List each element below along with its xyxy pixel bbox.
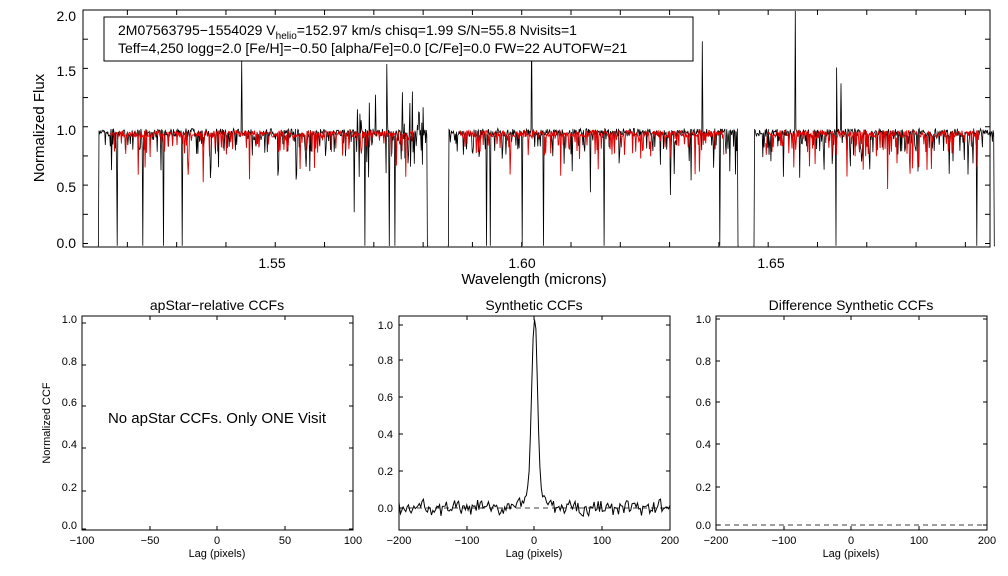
- p2-ytick-0: 0.0: [378, 503, 393, 515]
- p2-xtick-3: 100: [593, 535, 611, 547]
- p2-xtick-1: −100: [455, 535, 480, 547]
- spec-ytick-3: 1.5: [57, 63, 77, 79]
- p3-ytick-5: 1.0: [696, 314, 711, 326]
- difference-ccf-frame: [715, 315, 988, 531]
- info-box: 2M07563795−1554029 Vhelio=152.97 km/s ch…: [103, 16, 694, 62]
- p2-ytick-1: 0.2: [378, 466, 393, 478]
- model-spectrum-segment-1: [459, 128, 725, 176]
- p1-ytick-0: 0.0: [62, 520, 77, 532]
- p1-xtick-4: 100: [344, 535, 362, 547]
- spec-ytick-2: 1.0: [57, 122, 77, 138]
- spec-xtick-2: 1.65: [757, 255, 784, 271]
- info-line-1: 2M07563795−1554029 Vhelio=152.97 km/s ch…: [118, 22, 577, 42]
- p2-ytick-3: 0.6: [378, 392, 393, 404]
- spec-ylabel: Normalized Flux: [31, 73, 48, 182]
- p1-xtick-3: 50: [279, 535, 291, 547]
- p3-ytick-1: 0.2: [696, 482, 711, 494]
- p2-xtick-0: −200: [387, 535, 412, 547]
- p2-ytick-4: 0.8: [378, 355, 393, 367]
- spec-xtick-0: 1.55: [258, 255, 285, 271]
- difference-ccf-ticks: [715, 316, 988, 530]
- p2-xtick-2: 0: [531, 535, 537, 547]
- p1-ylabel: Normalized CCF: [41, 382, 53, 464]
- spec-ytick-1: 0.5: [57, 179, 77, 195]
- info-box-frame: [103, 16, 694, 62]
- p3-xtick-2: 0: [848, 535, 854, 547]
- p1-xtick-0: −100: [70, 535, 95, 547]
- spectrum-ticks: [83, 10, 990, 247]
- p1-ytick-2: 0.4: [62, 439, 77, 451]
- synthetic-ccf-frame: [398, 315, 671, 531]
- spec-xlabel: Wavelength (microns): [461, 271, 606, 288]
- synthetic-ccf-title: Synthetic CCFs: [485, 297, 582, 313]
- p1-ytick-4: 0.8: [62, 356, 77, 368]
- info-line-1-post: =152.97 km/s chisq=1.99 S/N=55.8 Nvisits…: [297, 22, 577, 38]
- p1-xlabel: Lag (pixels): [189, 548, 246, 560]
- p1-ytick-1: 0.2: [62, 482, 77, 494]
- apstar-ccf-ticks: [81, 316, 354, 530]
- p2-ytick-2: 0.4: [378, 429, 393, 441]
- no-ccf-note: No apStar CCFs. Only ONE Visit: [108, 410, 327, 427]
- info-line-1-pre: 2M07563795−1554029 V: [118, 22, 276, 38]
- spec-xtick-1: 1.60: [508, 255, 535, 271]
- p1-xtick-2: 0: [214, 535, 220, 547]
- synthetic-ccf-curve: [398, 319, 671, 518]
- apstar-ccf-panel: apStar−relative CCFs 0.0 0.2 0.4 0.6 0.8…: [41, 297, 362, 560]
- p2-xtick-4: 200: [661, 535, 679, 547]
- p3-xtick-4: 200: [978, 535, 996, 547]
- synthetic-ccf-line: [398, 319, 671, 518]
- p1-ytick-3: 0.6: [62, 397, 77, 409]
- info-line-2: Teff=4,250 logg=2.0 [Fe/H]=−0.50 [alpha/…: [118, 40, 627, 56]
- p3-xtick-3: 100: [910, 535, 928, 547]
- spectrum-lines: [97, 10, 995, 247]
- p3-ytick-4: 0.8: [696, 356, 711, 368]
- p3-xtick-1: −100: [772, 535, 797, 547]
- p3-ytick-3: 0.6: [696, 397, 711, 409]
- p3-ytick-0: 0.0: [696, 520, 711, 532]
- p2-xlabel: Lag (pixels): [506, 548, 563, 560]
- spectrum-panel: 0.0 0.5 1.0 1.5 2.0 1.55 1.60 1.65 Wavel…: [31, 8, 995, 288]
- p3-xtick-0: −200: [704, 535, 729, 547]
- difference-ccf-panel: Difference Synthetic CCFs 0.0 0.2 0.4 0.…: [696, 297, 996, 560]
- model-spectrum-segment-0: [109, 129, 414, 183]
- p1-ytick-5: 1.0: [62, 314, 77, 326]
- observed-spectrum-segment-0: [97, 60, 429, 247]
- info-line-1-sub: helio: [276, 31, 298, 42]
- synthetic-ccf-ticks: [398, 316, 671, 530]
- p3-xlabel: Lag (pixels): [823, 548, 880, 560]
- difference-ccf-title: Difference Synthetic CCFs: [769, 297, 934, 313]
- observed-spectrum-segment-1: [447, 32, 739, 247]
- apstar-ccf-title: apStar−relative CCFs: [150, 297, 284, 313]
- p2-ytick-5: 1.0: [378, 320, 393, 332]
- spec-ytick-0: 0.0: [57, 235, 77, 251]
- p3-ytick-2: 0.4: [696, 439, 711, 451]
- synthetic-ccf-panel: Synthetic CCFs 0.0 0.2 0.4 0.6 0.8 1.0 −…: [378, 297, 679, 560]
- p1-xtick-1: −50: [141, 535, 160, 547]
- observed-spectrum-segment-2: [753, 10, 995, 247]
- spectrum-frame: [82, 9, 991, 248]
- model-spectrum-segment-2: [765, 129, 981, 190]
- spec-ytick-4: 2.0: [57, 8, 77, 24]
